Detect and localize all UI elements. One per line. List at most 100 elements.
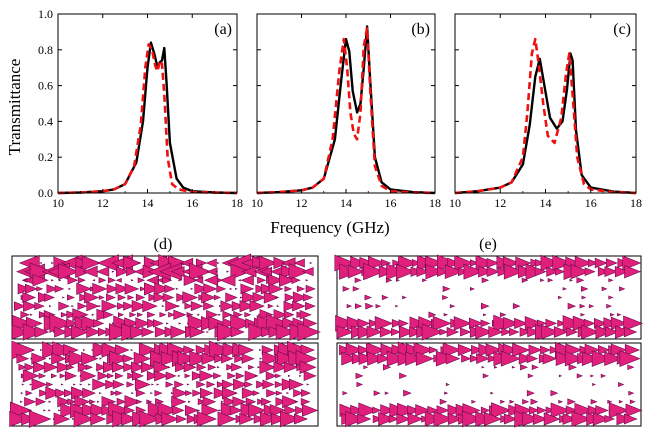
field-arrow — [545, 318, 558, 329]
field-arrow — [341, 351, 359, 366]
field-arrow — [36, 286, 44, 292]
field-arrow — [164, 284, 176, 294]
field-arrow — [469, 354, 480, 363]
field-arrow — [372, 414, 384, 424]
field-arrow — [354, 303, 363, 310]
field-arrow — [235, 287, 238, 290]
field-arrow — [64, 389, 75, 398]
field-arrow — [476, 353, 491, 365]
field-arrow — [20, 311, 30, 319]
field-arrow — [135, 317, 151, 330]
field-arrow — [460, 327, 472, 337]
x-tick-label: 16 — [585, 196, 597, 210]
field-arrow — [583, 318, 596, 329]
field-arrow — [421, 323, 444, 341]
field-arrow — [193, 276, 204, 284]
field-arrow — [503, 263, 524, 280]
x-tick-label: 18 — [429, 196, 441, 210]
field-arrow — [536, 406, 548, 415]
field-arrow — [206, 381, 216, 388]
field-arrow — [306, 383, 310, 386]
field-arrow — [503, 413, 518, 425]
field-arrow — [562, 413, 578, 425]
field-arrow — [170, 392, 174, 395]
field-arrow — [415, 404, 431, 417]
field-arrow — [109, 323, 132, 341]
field-arrow — [374, 316, 394, 331]
field-arrow — [592, 382, 596, 387]
field-arrow — [350, 404, 365, 417]
field-arrow — [378, 412, 396, 426]
field-arrow — [216, 381, 226, 388]
field-arrow — [542, 352, 558, 365]
field-arrow — [545, 406, 556, 415]
field-arrow — [90, 403, 109, 418]
field-arrow — [92, 279, 96, 282]
field-arrow — [58, 263, 80, 281]
field-arrow — [292, 300, 306, 312]
field-arrow — [481, 277, 490, 284]
field-arrow — [486, 257, 500, 269]
field-arrow — [229, 405, 243, 416]
field-arrow — [461, 354, 472, 363]
field-maps — [9, 253, 644, 428]
field-arrow — [597, 266, 611, 277]
field-arrow — [299, 360, 317, 374]
field-arrow — [132, 371, 145, 381]
field-arrow — [98, 295, 105, 300]
field-arrow — [610, 343, 628, 357]
field-arrow — [606, 303, 613, 309]
field-arrow — [403, 389, 412, 397]
field-arrow — [51, 352, 67, 365]
field-arrow — [195, 345, 209, 355]
field-arrow — [284, 293, 296, 302]
field-arrow — [518, 352, 534, 365]
transmittance-plots: 10 12 14 16 180.00.20.40.60.81.0(a)10 12 14 16 1… — [38, 7, 642, 210]
field-arrow — [92, 282, 108, 295]
field-arrow — [623, 315, 644, 332]
field-arrow — [488, 325, 504, 339]
field-arrow — [547, 278, 554, 283]
field-arrow — [553, 326, 569, 338]
field-arrow — [112, 361, 126, 373]
field-arrow — [266, 388, 277, 398]
field-arrow — [384, 391, 390, 395]
field-arrow — [67, 294, 76, 301]
field-arrow — [297, 322, 321, 342]
field-arrow — [629, 399, 636, 405]
field-arrow — [278, 273, 296, 287]
field-arrow — [127, 294, 135, 301]
field-arrow — [77, 302, 88, 310]
field-arrow — [162, 292, 175, 303]
field-arrow — [628, 390, 635, 396]
field-arrow — [618, 400, 624, 404]
field-arrow — [372, 406, 382, 415]
field-arrow — [81, 255, 102, 271]
field-arrow — [154, 282, 171, 296]
field-arrow — [336, 325, 355, 339]
field-arrow — [252, 292, 267, 303]
field-arrow — [24, 363, 36, 372]
field-arrow — [137, 312, 144, 318]
field-arrow — [255, 374, 258, 377]
field-arrow — [154, 326, 170, 338]
field-arrow — [399, 372, 408, 380]
field-arrow — [478, 265, 494, 278]
field-arrow — [232, 396, 247, 408]
panel-label: (c) — [613, 21, 631, 38]
field-arrow — [240, 274, 254, 286]
field-arrow — [607, 399, 613, 404]
field-arrow — [439, 328, 449, 336]
field-arrow — [296, 285, 306, 293]
field-arrow — [129, 311, 137, 318]
field-arrow — [428, 346, 439, 354]
field-arrow — [529, 406, 540, 415]
field-arrow — [184, 302, 194, 310]
field-arrow — [99, 392, 102, 395]
field-arrow — [217, 366, 220, 369]
field-arrow — [64, 371, 78, 381]
series-solid-line — [57, 41, 238, 195]
field-arrow — [223, 396, 237, 407]
field-arrow — [144, 282, 161, 296]
field-arrow — [96, 363, 107, 372]
